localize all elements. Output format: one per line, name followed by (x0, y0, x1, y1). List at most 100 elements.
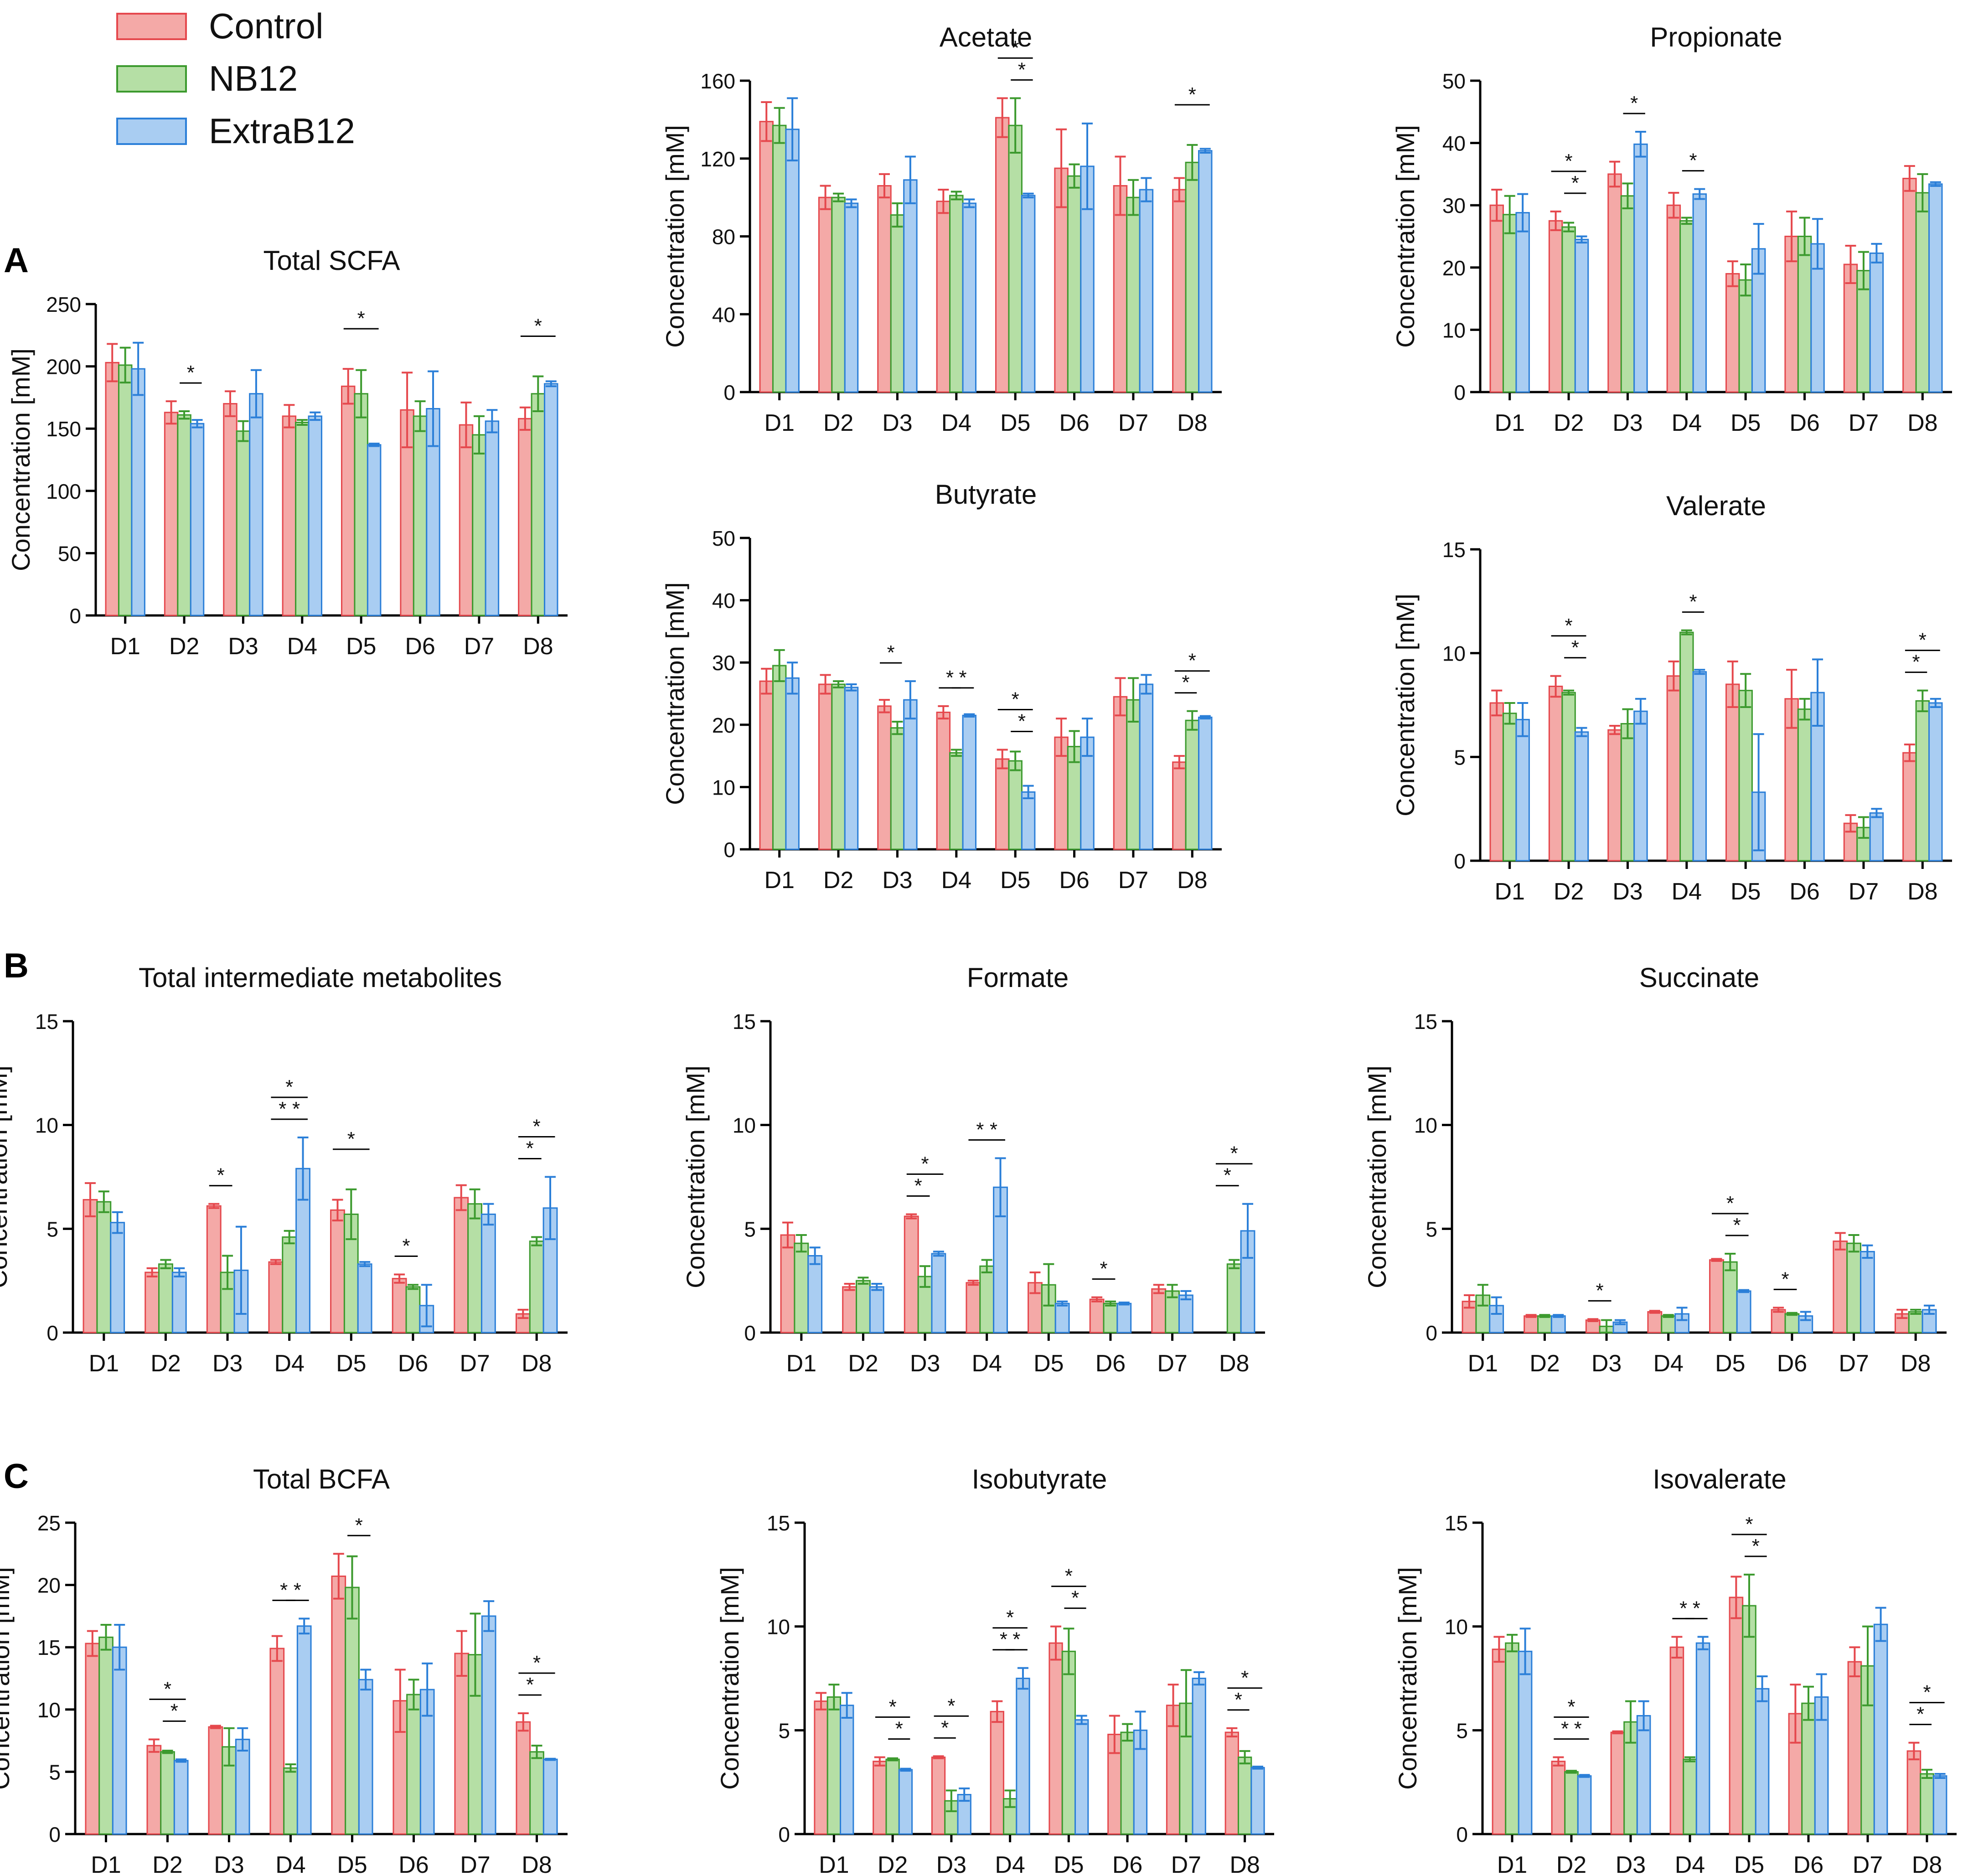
bar-control (1725, 683, 1740, 862)
significance-star: * (1006, 1607, 1014, 1629)
x-tick-label: D5 (1730, 410, 1761, 436)
x-tick-label: D2 (823, 867, 853, 894)
bar-control (268, 1261, 284, 1333)
significance-star: * (887, 641, 895, 664)
significance-star: * (1630, 92, 1638, 114)
x-tick-label: D8 (1912, 1852, 1942, 1876)
bar-nb12 (949, 752, 964, 850)
bar-nb12 (1564, 1771, 1579, 1835)
bar-nb12 (529, 1240, 544, 1333)
bar-control (341, 385, 356, 616)
significance-star: * (1916, 1703, 1924, 1726)
bar-nb12 (1126, 196, 1141, 393)
x-tick-label: D5 (1734, 1852, 1764, 1876)
bar-nb12 (472, 434, 486, 616)
bar-nb12 (529, 1751, 544, 1835)
significance-star: * (1571, 636, 1579, 659)
bar-nb12 (413, 415, 428, 616)
bar-extrab12 (931, 1253, 946, 1333)
significance-star: * (533, 1652, 541, 1674)
bar-extrab12 (1016, 1678, 1030, 1835)
bar-control (1489, 702, 1504, 862)
x-tick-label: D2 (823, 410, 853, 436)
bar-nb12 (283, 1767, 298, 1835)
bar-nb12 (772, 124, 787, 393)
significance-star: * (292, 1098, 300, 1120)
bar-extrab12 (173, 1760, 189, 1835)
bar-extrab12 (1577, 1775, 1592, 1835)
y-tick-label: 20 (1442, 256, 1466, 280)
bar-extrab12 (844, 687, 859, 850)
bar-nb12 (160, 1751, 175, 1835)
x-tick-label: D3 (1612, 879, 1643, 905)
significance-star: * (347, 1128, 355, 1150)
bar-control (208, 1726, 223, 1835)
y-tick-label: 50 (1442, 69, 1466, 93)
significance-star: * (1733, 1214, 1741, 1236)
x-tick-label: D6 (1059, 867, 1089, 894)
bar-nb12 (1722, 1261, 1738, 1333)
bar-control (330, 1209, 345, 1333)
bar-nb12 (158, 1263, 173, 1333)
x-tick-label: D7 (1849, 410, 1879, 436)
y-axis-label: Concentration [mM] (661, 582, 689, 805)
significance-star: * (1224, 1164, 1231, 1187)
bar-nb12 (1067, 175, 1082, 393)
y-tick-label: 15 (35, 1010, 58, 1034)
chart-total-scfa: Total SCFA Concentration [mM] 0 50 100 150 200… (6, 245, 568, 660)
bar-nb12 (1237, 1757, 1252, 1835)
bar-nb12 (406, 1694, 421, 1835)
significance-star: * (1182, 672, 1190, 694)
significance-star: * (1565, 150, 1573, 172)
x-tick-label: D5 (1033, 1350, 1064, 1377)
bar-extrab12 (358, 1679, 373, 1835)
bar-nb12 (1784, 1313, 1800, 1333)
bar-nb12 (831, 196, 846, 393)
bar-control (1843, 264, 1858, 393)
bar-nb12 (890, 214, 905, 393)
significance-star: * (1567, 1696, 1575, 1718)
bar-extrab12 (898, 1769, 913, 1835)
bar-nb12 (1505, 1642, 1519, 1835)
bar-extrab12 (844, 202, 859, 393)
significance-star: * (534, 315, 542, 337)
bar-control (206, 1205, 222, 1333)
bar-extrab12 (1692, 671, 1707, 862)
bar-extrab12 (1198, 150, 1213, 393)
significance-star: * (1689, 591, 1697, 613)
bar-nb12 (772, 665, 787, 850)
bar-extrab12 (1178, 1294, 1193, 1333)
significance-star: * (1241, 1667, 1249, 1689)
x-tick-label: D6 (398, 1350, 428, 1377)
x-tick-label: D1 (1497, 1852, 1527, 1876)
x-tick-label: D5 (337, 1852, 367, 1876)
chart-title: Succinate (1639, 962, 1760, 993)
significance-star: * (1018, 58, 1026, 81)
bar-control (1725, 273, 1740, 393)
x-tick-label: D3 (936, 1852, 966, 1876)
chart-title: Total BCFA (253, 1464, 390, 1494)
x-tick-label: D4 (995, 1852, 1025, 1876)
bar-control (818, 683, 833, 850)
x-tick-label: D6 (1789, 879, 1819, 905)
bar-nb12 (1742, 1605, 1756, 1835)
bar-control (936, 201, 951, 393)
x-tick-label: D8 (1177, 867, 1207, 894)
legend-label-extrab12: ExtraB12 (209, 111, 355, 151)
bar-control (1669, 1646, 1684, 1835)
y-axis-label: Concentration [mM] (1391, 594, 1420, 817)
bar-control (164, 412, 179, 616)
bar-control (1049, 1642, 1063, 1835)
significance-star: * (1012, 1628, 1020, 1651)
y-tick-label: 160 (700, 69, 735, 93)
y-tick-label: 0 (49, 1823, 61, 1846)
bar-extrab12 (1574, 238, 1589, 393)
y-tick-label: 15 (1445, 1511, 1468, 1535)
significance-star: * (1689, 150, 1697, 172)
bar-nb12 (826, 1696, 842, 1835)
chart-title: Formate (967, 962, 1069, 993)
bar-control (877, 705, 892, 850)
bar-extrab12 (1192, 1678, 1206, 1835)
bar-control (1607, 173, 1622, 393)
bar-extrab12 (1250, 1767, 1265, 1835)
